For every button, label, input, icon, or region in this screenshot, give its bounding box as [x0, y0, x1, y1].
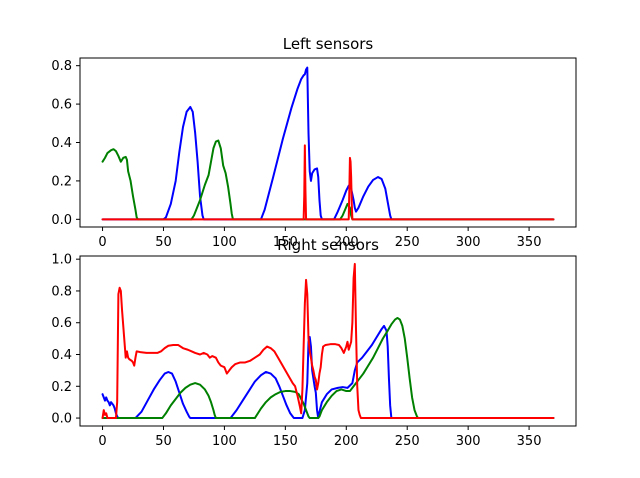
right-y-tick-label: 0.2: [51, 380, 72, 395]
right-x-tick-label: 200: [334, 434, 359, 449]
left-y-tick-label: 0.6: [51, 98, 72, 113]
left-y-tick-label: 0.2: [51, 174, 72, 189]
right-x-tick-label: 300: [456, 434, 481, 449]
left-chart-title: Left sensors: [283, 35, 374, 53]
left-y-tick-label: 0.8: [51, 59, 72, 74]
right-y-tick-label: 0.4: [51, 348, 72, 363]
right-y-tick-label: 0.0: [51, 412, 72, 427]
left-x-tick-label: 150: [273, 235, 298, 250]
right-y-tick-label: 0.8: [51, 284, 72, 299]
right-x-tick-label: 150: [273, 434, 298, 449]
right-x-tick-label: 0: [98, 434, 106, 449]
right-x-tick-label: 100: [212, 434, 237, 449]
left-x-tick-label: 200: [334, 235, 359, 250]
left-x-tick-label: 0: [98, 235, 106, 250]
left-x-tick-label: 300: [456, 235, 481, 250]
left-x-tick-label: 250: [395, 235, 420, 250]
right-x-tick-label: 50: [155, 434, 172, 449]
left-sensors-plot: 0 50 100 150 200 250 300 350 0.0 0.2 0.4 0.6 0.8 Left…: [51, 35, 577, 250]
right-axes-frame: [79, 255, 577, 427]
left-series-green-line: [101, 139, 555, 221]
left-series-red-line: [101, 144, 555, 221]
right-series-red-line: [101, 262, 555, 420]
right-y-tick-label: 1.0: [51, 253, 72, 268]
right-sensors-plot: 0 50 100 150 200 250 300 350 0.0 0.2 0.4 0.6 0.8 1.0 R…: [51, 236, 577, 449]
right-x-tick-label: 350: [517, 434, 542, 449]
left-x-tick-label: 350: [517, 235, 542, 250]
left-series-group: [101, 66, 555, 221]
left-x-tick-label: 100: [212, 235, 237, 250]
left-series-blue-line: [101, 66, 555, 221]
right-chart-title: Right sensors: [277, 236, 379, 254]
right-series-green-line: [101, 316, 555, 420]
left-y-tick-label: 0.0: [51, 213, 72, 228]
right-x-tick-label: 250: [395, 434, 420, 449]
left-y-tick-label: 0.4: [51, 136, 72, 151]
right-y-tick-label: 0.6: [51, 316, 72, 331]
left-x-tick-label: 50: [155, 235, 172, 250]
right-series-group: [101, 262, 555, 420]
